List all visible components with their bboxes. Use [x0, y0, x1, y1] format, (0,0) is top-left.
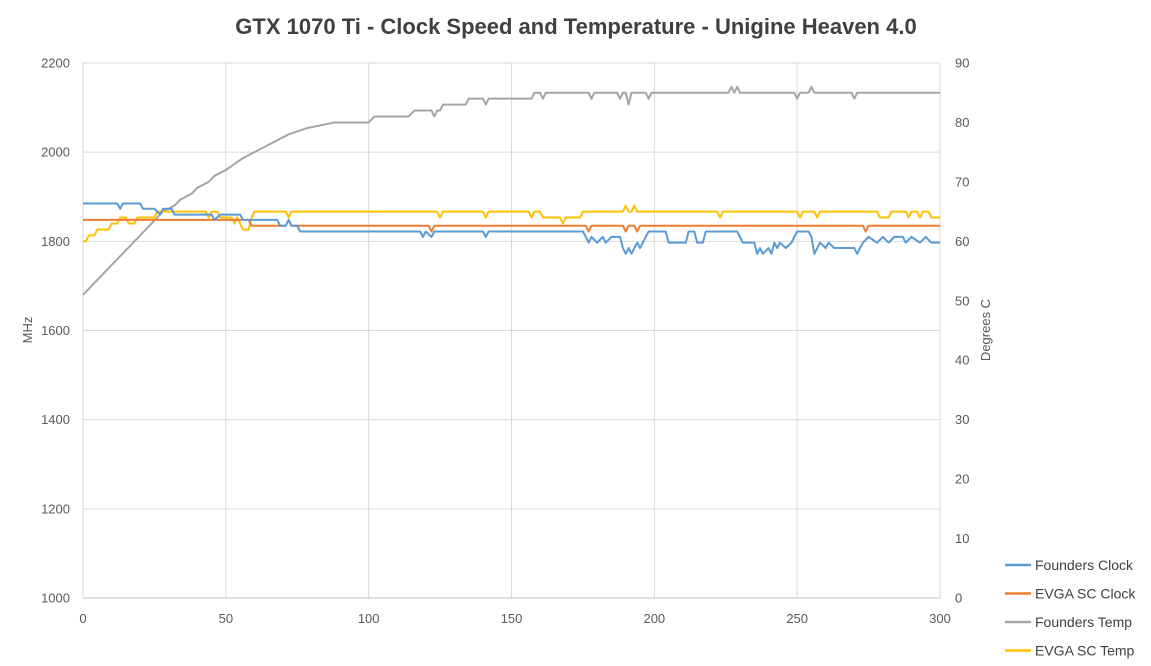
series-line-founders-temp	[82, 85, 940, 296]
series-line-evga-sc-temp	[83, 204, 940, 243]
y-tick-label: 1000	[41, 591, 70, 606]
y2-tick-label: 70	[955, 174, 969, 189]
y-tick-label: 1400	[41, 412, 70, 427]
y2-tick-label: 50	[955, 293, 969, 308]
y2-tick-label: 40	[955, 353, 969, 368]
y2-axis-title: Degrees C	[978, 299, 993, 361]
y2-tick-label: 30	[955, 412, 969, 427]
y2-tick-label: 90	[955, 56, 969, 71]
y-tick-label: 1600	[41, 323, 70, 338]
y-tick-label: 2000	[41, 145, 70, 160]
chart-title: GTX 1070 Ti - Clock Speed and Temperatur…	[235, 14, 916, 39]
y2-tick-label: 20	[955, 472, 969, 487]
series-group	[82, 85, 940, 296]
legend: Founders Clock EVGA SC Clock Founders Temp…	[1005, 557, 1136, 659]
y2-tick-label: 60	[955, 234, 969, 249]
y-tick-label: 1200	[41, 501, 70, 516]
y2-tick-label: 10	[955, 531, 969, 546]
x-tick-label: 50	[219, 611, 233, 626]
x-tick-label: 100	[358, 611, 380, 626]
y-tick-label: 2200	[41, 56, 70, 71]
legend-label: Founders Clock	[1035, 557, 1134, 573]
x-tick-label: 0	[79, 611, 86, 626]
legend-label: EVGA SC Temp	[1035, 643, 1135, 659]
grid-lines	[82, 62, 941, 599]
legend-label: EVGA SC Clock	[1035, 586, 1136, 602]
x-tick-label: 300	[929, 611, 951, 626]
series-line-founders-clock	[83, 202, 940, 255]
y2-tick-label: 80	[955, 115, 969, 130]
x-tick-label: 200	[643, 611, 665, 626]
x-tick-label: 150	[501, 611, 523, 626]
x-tick-label: 250	[786, 611, 808, 626]
legend-label: Founders Temp	[1035, 614, 1132, 630]
y-tick-label: 1800	[41, 234, 70, 249]
y-axis-title: MHz	[20, 317, 35, 344]
y2-tick-label: 0	[955, 591, 962, 606]
